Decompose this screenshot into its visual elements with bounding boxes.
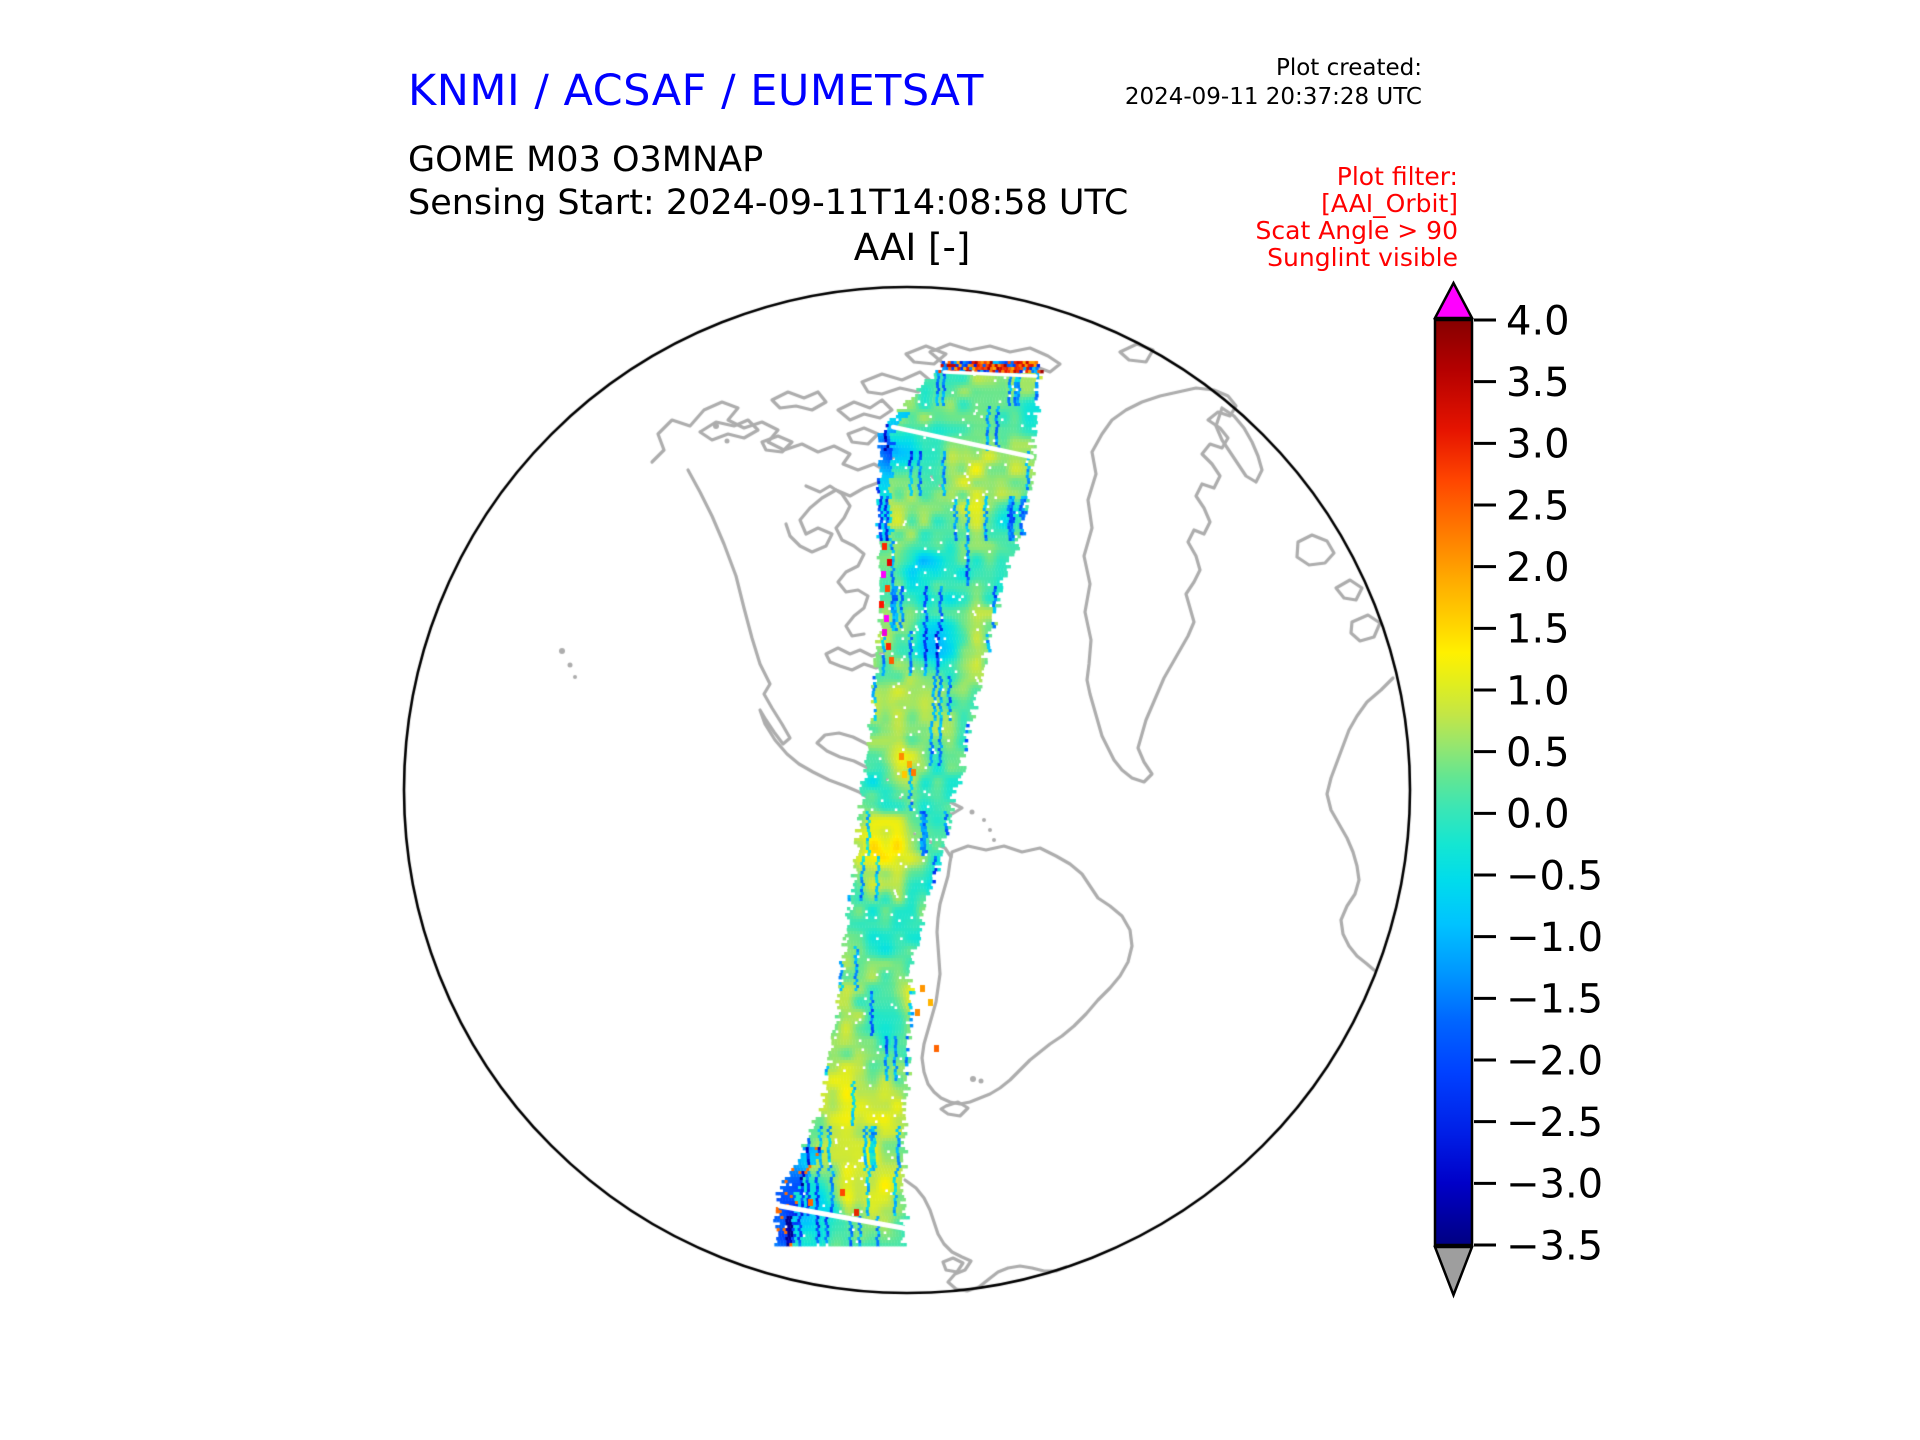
colorbar-tick-label: 3.5 [1506, 360, 1570, 406]
colorbar-tick-label: −3.5 [1506, 1223, 1603, 1269]
colorbar-tick-label: 1.5 [1506, 607, 1570, 653]
colorbar-tick-label: −2.5 [1506, 1100, 1603, 1146]
colorbar-tick-label: 1.0 [1506, 668, 1570, 714]
colorbar-ticks: 4.0 3.5 3.0 2.5 2.0 1.5 1.0 0.5 0.0 −0.5 −1.0 −1.5 −… [1474, 298, 1603, 1269]
colorbar-tick-label: −3.0 [1506, 1162, 1603, 1208]
colorbar-tick-label: −0.5 [1506, 853, 1603, 899]
colorbar-tick-label: 0.0 [1506, 792, 1570, 838]
colorbar-tick-label: 3.0 [1506, 422, 1570, 468]
colorbar-over-arrow [1432, 280, 1475, 320]
colorbar-tick-label: 0.5 [1506, 730, 1570, 776]
colorbar-tick-label: 4.0 [1506, 298, 1570, 344]
colorbar-tick-label: 2.0 [1506, 545, 1570, 591]
colorbar-gradient-bar [1433, 318, 1474, 1247]
colorbar-tick-label: −2.0 [1506, 1038, 1603, 1084]
colorbar-under-arrow [1433, 1245, 1474, 1299]
colorbar-tick-label: 2.5 [1506, 483, 1570, 529]
colorbar-tick-label: −1.5 [1506, 977, 1603, 1023]
colorbar-tick-label: −1.0 [1506, 915, 1603, 961]
